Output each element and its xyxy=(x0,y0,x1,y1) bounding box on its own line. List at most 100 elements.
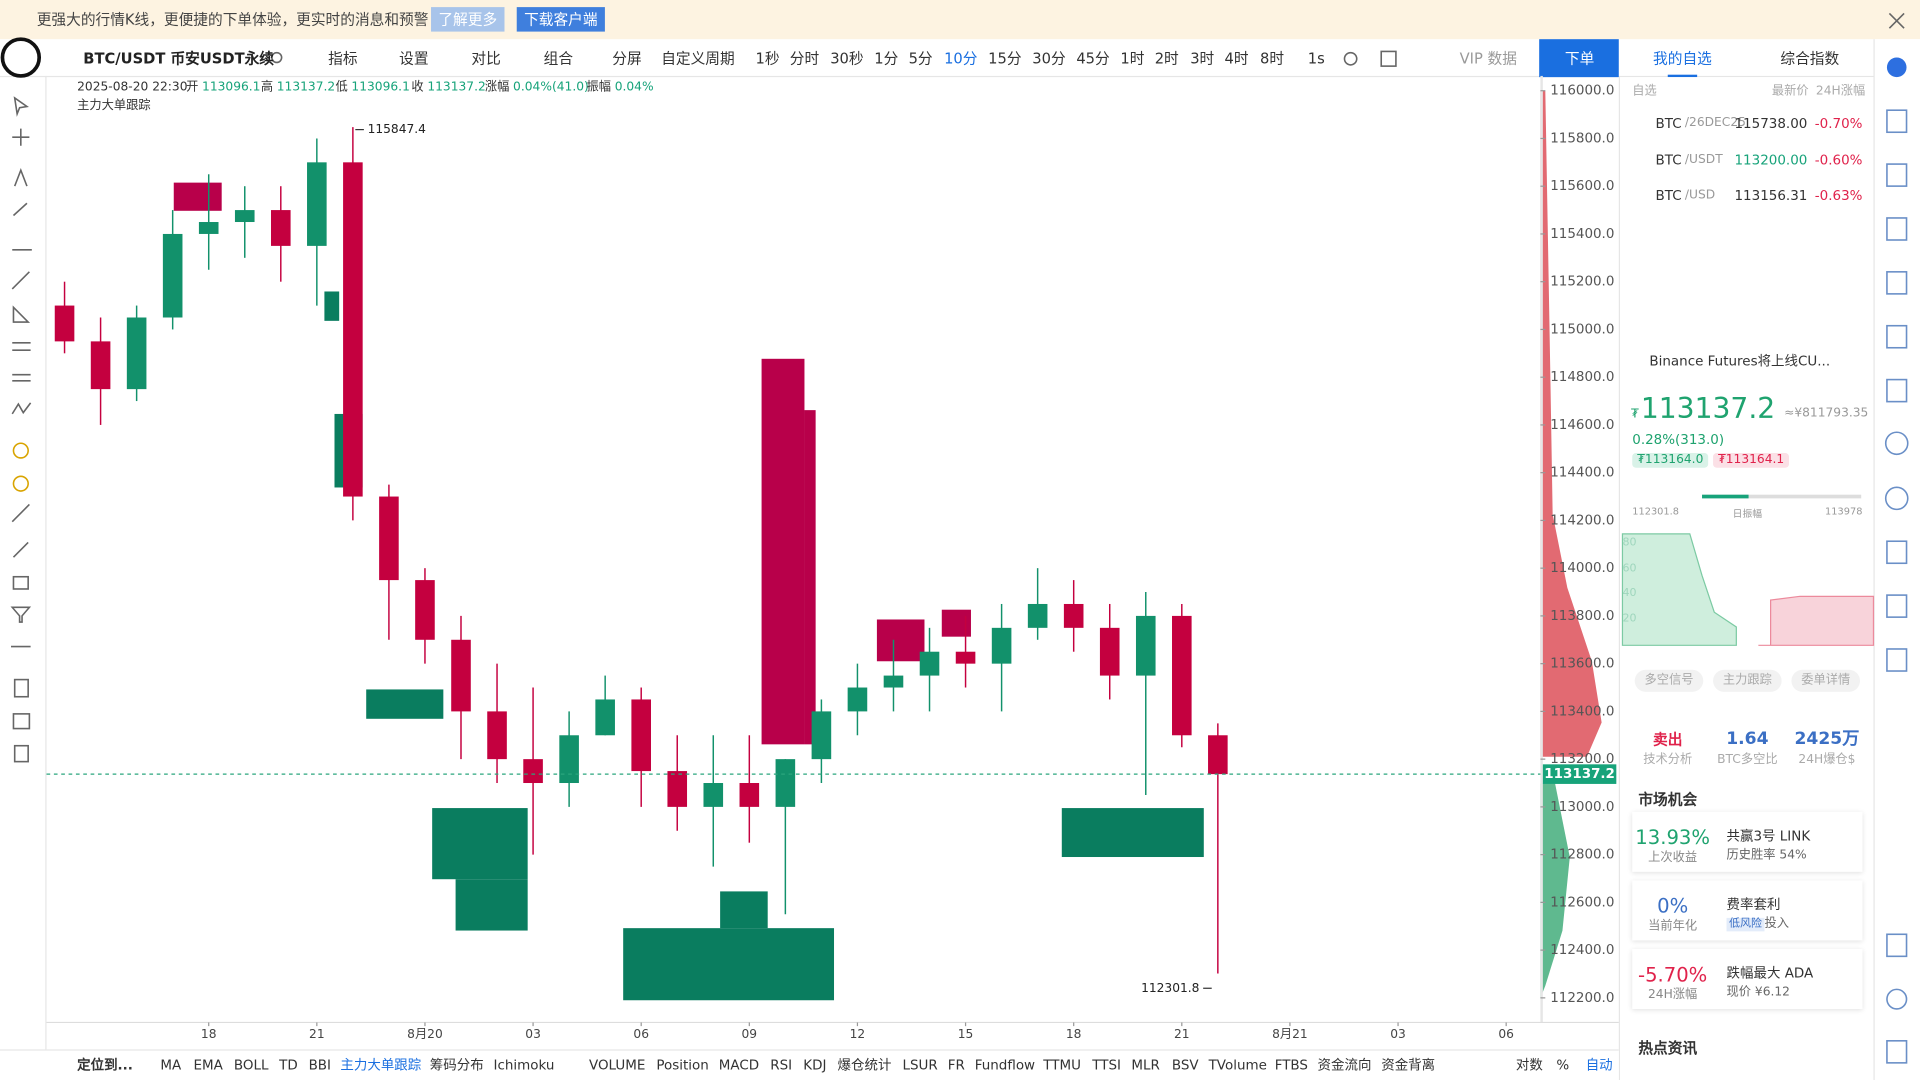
card-value-label: 当前年化 xyxy=(1648,919,1698,934)
indicator[interactable]: MA xyxy=(160,1057,182,1074)
interval[interactable]: 15分 xyxy=(988,49,1022,68)
signal-button[interactable]: 多空信号 xyxy=(1634,669,1704,692)
volume-profile-up xyxy=(1540,90,1602,757)
toolbar-item[interactable]: 指标 xyxy=(328,49,358,68)
indicator[interactable]: BBI xyxy=(308,1057,332,1074)
log-toggle[interactable]: 对数 xyxy=(1515,1057,1543,1074)
interval[interactable]: 8时 xyxy=(1260,49,1285,68)
depth-tick: 20 xyxy=(1622,613,1637,626)
y-tick-label: 113400.0 xyxy=(1550,704,1614,719)
interval[interactable]: 分时 xyxy=(789,49,820,68)
interval[interactable]: 1秒 xyxy=(755,49,780,68)
signal-button[interactable]: 委单详情 xyxy=(1791,669,1861,692)
indicator[interactable]: Position xyxy=(656,1057,709,1074)
interval-second[interactable]: 1s xyxy=(1307,49,1325,68)
toolbar-item[interactable]: 组合 xyxy=(543,49,574,68)
interval[interactable]: 4时 xyxy=(1224,49,1249,68)
indicator[interactable]: 资金背离 xyxy=(1381,1057,1436,1074)
stat-label: 技术分析 xyxy=(1643,753,1693,767)
indicator[interactable]: TTSI xyxy=(1092,1057,1122,1074)
interval[interactable]: 3时 xyxy=(1190,49,1215,68)
indicator[interactable]: BSV xyxy=(1171,1057,1199,1074)
order-block xyxy=(876,619,925,662)
download-client[interactable]: 下载客户端 xyxy=(516,7,605,33)
interval[interactable]: 5分 xyxy=(908,49,933,68)
x-tick-label: 06 xyxy=(633,1027,649,1041)
indicator[interactable]: MACD xyxy=(718,1057,760,1074)
interval[interactable]: 30分 xyxy=(1032,49,1066,68)
order-button[interactable] xyxy=(1539,39,1619,78)
order-block xyxy=(324,291,340,321)
signal-button[interactable]: 主力跟踪 xyxy=(1713,669,1782,692)
y-tick-label: 114400.0 xyxy=(1550,466,1614,481)
side-icons xyxy=(1884,57,1909,1064)
y-tick-label: 114000.0 xyxy=(1550,561,1614,576)
indicator[interactable]: LSUR xyxy=(902,1057,938,1074)
indicator[interactable]: EMA xyxy=(193,1057,223,1074)
indicator[interactable]: MLR xyxy=(1131,1057,1160,1074)
indicator[interactable]: 筹码分布 xyxy=(429,1057,484,1074)
toolbar-item[interactable]: 分屏 xyxy=(612,49,642,68)
indicator[interactable]: TVolume xyxy=(1208,1057,1267,1074)
indicator[interactable]: RSI xyxy=(770,1057,793,1074)
x-tick-label: 8月20 xyxy=(407,1027,443,1041)
learn-more[interactable]: 了解更多 xyxy=(431,7,505,33)
order-block xyxy=(623,928,835,1001)
y-tick-label: 115000.0 xyxy=(1550,322,1614,337)
stat-label: BTC多空比 xyxy=(1717,753,1778,767)
range-high: 113978 xyxy=(1825,505,1863,517)
draw-toolbar xyxy=(0,75,47,1051)
interval[interactable]: 1时 xyxy=(1120,49,1145,68)
ask: ₮113164.1 xyxy=(1713,453,1790,468)
opportunity-card[interactable] xyxy=(1632,811,1863,872)
order-block xyxy=(173,182,222,211)
candle-body xyxy=(739,783,760,807)
toolbar-item[interactable]: 自定义周期 xyxy=(661,49,735,68)
toolbar-item[interactable]: 对比 xyxy=(471,49,501,68)
indicator[interactable]: FTBS xyxy=(1274,1057,1309,1074)
interval[interactable]: 10分 xyxy=(944,49,978,68)
interval[interactable]: 30秒 xyxy=(830,49,864,68)
indicator[interactable]: Fundflow xyxy=(974,1057,1036,1074)
candle-body xyxy=(54,305,75,342)
min-label: 112301.8 xyxy=(1141,981,1199,995)
candle-body xyxy=(451,639,471,712)
tab[interactable]: 综合指数 xyxy=(1780,49,1840,68)
interval[interactable]: 2时 xyxy=(1154,49,1179,68)
auto-toggle[interactable]: 自动 xyxy=(1585,1057,1613,1074)
indicator[interactable]: TTMU xyxy=(1043,1057,1081,1074)
watch-base: BTC xyxy=(1655,115,1682,132)
interval[interactable]: 45分 xyxy=(1076,49,1110,68)
locate[interactable]: 定位到... xyxy=(77,1057,133,1074)
last-price-tag xyxy=(1542,764,1617,784)
indicator[interactable]: 爆仓统计 xyxy=(837,1057,892,1074)
opportunity-card[interactable] xyxy=(1632,948,1863,1009)
y-tick-label: 112600.0 xyxy=(1550,895,1614,910)
percent-toggle[interactable]: % xyxy=(1556,1057,1570,1074)
indicator[interactable]: VOLUME xyxy=(588,1057,646,1074)
card-name: 共赢3号 LINK xyxy=(1726,828,1811,845)
watch-change: -0.60% xyxy=(1814,151,1863,168)
symbol[interactable]: BTC/USDT 币安USDT永续 xyxy=(83,49,275,68)
toolbar-item[interactable]: 设置 xyxy=(399,49,429,68)
indicator[interactable]: TD xyxy=(279,1057,298,1074)
indicator[interactable]: Ichimoku xyxy=(493,1057,555,1074)
candle-body xyxy=(1027,603,1048,628)
indicator[interactable]: 主力大单跟踪 xyxy=(340,1057,422,1074)
card-value-label: 24H涨幅 xyxy=(1648,988,1698,1002)
indicator[interactable]: FR xyxy=(947,1057,965,1074)
interval[interactable]: 1分 xyxy=(874,49,899,68)
vip-data[interactable]: VIP 数据 xyxy=(1459,49,1517,68)
watch-change: -0.63% xyxy=(1814,187,1863,204)
indicator[interactable]: 资金流向 xyxy=(1317,1057,1372,1074)
indicator[interactable]: BOLL xyxy=(233,1057,269,1074)
candle-body xyxy=(1172,615,1192,736)
bid: ₮113164.0 xyxy=(1632,453,1709,468)
tab[interactable]: 我的自选 xyxy=(1653,49,1712,68)
candle-body xyxy=(234,210,255,223)
order-label[interactable]: 下单 xyxy=(1564,49,1595,68)
x-tick-label: 06 xyxy=(1498,1027,1514,1041)
watch-quote: /26DEC25 xyxy=(1684,116,1746,130)
indicator[interactable]: KDJ xyxy=(803,1057,827,1074)
